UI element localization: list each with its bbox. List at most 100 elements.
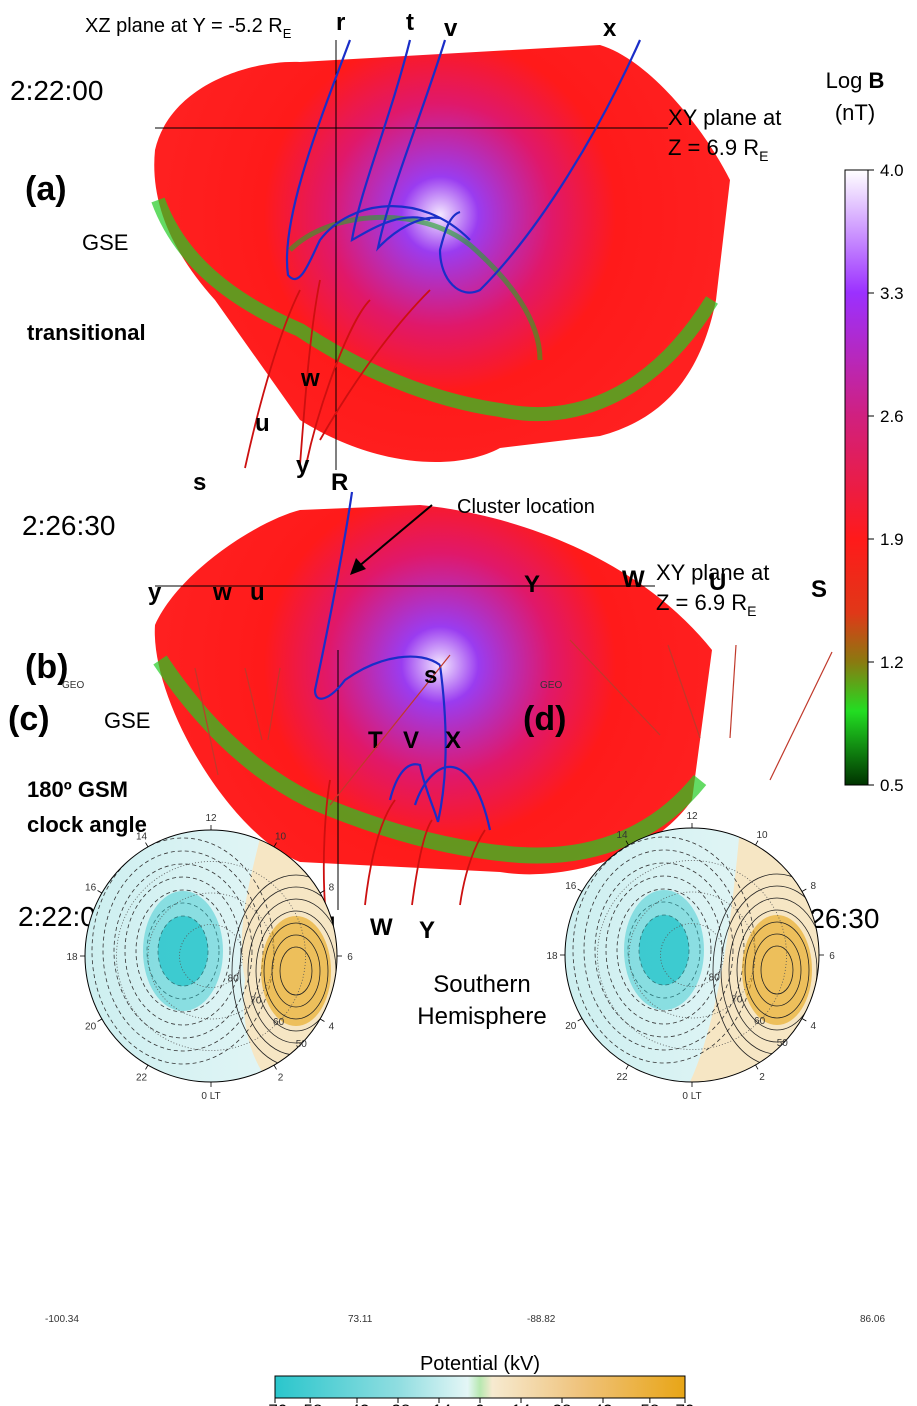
tick-label: 70 bbox=[676, 1401, 695, 1406]
max-potential: 86.06 bbox=[860, 1314, 885, 1325]
contour bbox=[135, 889, 231, 1013]
tick-label: -28 bbox=[386, 1401, 411, 1406]
hour-label: 2 bbox=[759, 1072, 765, 1083]
latitude-label: 80 bbox=[709, 973, 721, 984]
footpoint-label: w bbox=[212, 579, 232, 606]
hour-label: 8 bbox=[329, 883, 335, 894]
tick-label: -14 bbox=[427, 1401, 452, 1406]
tick-label: 4.0 bbox=[880, 161, 904, 180]
hour-tick bbox=[577, 1018, 583, 1022]
hour-tick bbox=[801, 888, 807, 892]
latitude-label: 60 bbox=[273, 1017, 285, 1028]
footpoint-label: s bbox=[424, 662, 437, 689]
polar-plot bbox=[85, 830, 337, 1082]
hour-label: 20 bbox=[85, 1022, 97, 1033]
hour-tick bbox=[755, 1064, 759, 1070]
tick-label: 14 bbox=[512, 1401, 531, 1406]
frame: GSE bbox=[104, 708, 150, 733]
xy-plane-label: XY plane at bbox=[668, 105, 781, 130]
hour-label: 10 bbox=[275, 832, 287, 843]
footpoint-line bbox=[244, 667, 263, 741]
latitude-circle bbox=[660, 923, 724, 987]
contour bbox=[146, 902, 220, 1000]
field-line-label: Y bbox=[419, 917, 435, 944]
hour-label: 4 bbox=[329, 1022, 335, 1033]
contour bbox=[627, 901, 701, 999]
hour-label: 18 bbox=[66, 952, 78, 963]
latitude-circle bbox=[597, 860, 787, 1050]
hour-label: 2 bbox=[278, 1072, 284, 1083]
footpoint-line bbox=[329, 654, 451, 806]
footpoint-label: u bbox=[250, 579, 265, 606]
frame: GEO bbox=[540, 680, 562, 691]
hour-label: 4 bbox=[810, 1021, 816, 1032]
footpoint-line bbox=[667, 644, 701, 739]
min-potential: -100.34 bbox=[45, 1314, 79, 1325]
contour bbox=[124, 876, 242, 1026]
potential-colorbar-title: Potential (kV) bbox=[420, 1353, 540, 1375]
field-line-label: w bbox=[300, 365, 320, 392]
contour bbox=[744, 921, 810, 1019]
field-line-label: R bbox=[331, 469, 348, 496]
contour bbox=[605, 875, 723, 1025]
footpoint-line bbox=[769, 651, 833, 781]
field-line-label: V bbox=[403, 727, 419, 754]
tick-label: 1.9 bbox=[880, 530, 904, 549]
polar-plot bbox=[565, 828, 819, 1082]
cell-core bbox=[143, 891, 223, 1011]
footpoint-label: S bbox=[811, 576, 827, 603]
time: 2:26:30 bbox=[22, 510, 115, 541]
tick-label: -70 bbox=[263, 1401, 288, 1406]
panel-label: (a) bbox=[25, 170, 67, 208]
latitude-label: 50 bbox=[777, 1038, 789, 1049]
contour bbox=[279, 946, 313, 996]
contour bbox=[728, 897, 819, 1043]
field-line-label: t bbox=[406, 9, 414, 36]
field-line-label: X bbox=[445, 727, 461, 754]
hour-label: 8 bbox=[810, 881, 816, 892]
footpoint-label: Y bbox=[524, 571, 540, 598]
hour-tick bbox=[319, 890, 325, 894]
contour bbox=[638, 914, 690, 986]
title-bold: B bbox=[868, 68, 884, 93]
hour-tick bbox=[145, 1064, 149, 1070]
cell-core bbox=[261, 916, 331, 1026]
hour-tick bbox=[625, 1064, 629, 1070]
time: 2:22:00 bbox=[10, 75, 103, 106]
tick-label: 58 bbox=[640, 1401, 659, 1406]
footpoint-line bbox=[729, 644, 737, 739]
hour-label: 16 bbox=[565, 881, 577, 892]
hour-label: 0 LT bbox=[201, 1091, 220, 1102]
panel-label: (c) bbox=[8, 700, 50, 738]
state: clock angle bbox=[27, 812, 147, 837]
hour-label: 6 bbox=[829, 951, 835, 962]
contour bbox=[736, 909, 818, 1031]
footpoint-line bbox=[267, 667, 281, 741]
hour-tick bbox=[273, 1064, 277, 1070]
contour bbox=[157, 915, 209, 987]
field-line-label: s bbox=[193, 469, 206, 496]
xz-plane-label: XZ plane at Y = -5.2 RE bbox=[85, 15, 292, 41]
hour-tick bbox=[145, 842, 149, 848]
field-colorbar-unit: (nT) bbox=[835, 100, 875, 125]
state: 180º GSM bbox=[27, 777, 128, 802]
hour-label: 14 bbox=[136, 832, 148, 843]
field-colorbar bbox=[844, 169, 869, 786]
state: transitional bbox=[27, 320, 146, 345]
hemisphere-label: Southern bbox=[433, 971, 530, 998]
text: Z = 6.9 R bbox=[656, 590, 747, 615]
potential-colorbar bbox=[274, 1375, 686, 1399]
latitude-label: 70 bbox=[250, 995, 262, 1006]
contour bbox=[113, 863, 253, 1039]
tick-label: 3.3 bbox=[880, 284, 904, 303]
footpoint-label: y bbox=[148, 579, 162, 606]
field-line-label: x bbox=[603, 15, 617, 42]
hour-label: 12 bbox=[205, 813, 217, 824]
footpoint-label: U bbox=[709, 569, 726, 596]
hour-label: 16 bbox=[85, 883, 97, 894]
cell-core bbox=[624, 890, 704, 1010]
latitude-circle bbox=[179, 924, 243, 988]
cell-core bbox=[742, 915, 812, 1025]
latitude-label: 80 bbox=[228, 974, 240, 985]
